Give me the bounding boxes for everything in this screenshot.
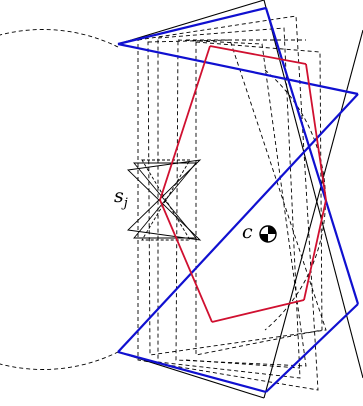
dashed-bowtie-2 [157,27,301,379]
dashed-bowtie-1 [137,15,319,391]
label-s-subscript: j [121,196,128,211]
center-of-mass-icon [259,225,277,243]
small-bowties [127,159,202,241]
dashed-circle [0,29,119,370]
dashed-bowtie-4 [147,39,327,356]
blue-bowtie [117,6,360,394]
dashed-bowtie-3 [175,39,307,367]
red-bowtie [159,45,327,323]
dashed-bowtie-5 [195,41,323,356]
blue-quad [118,8,358,392]
label-s-main: s [114,185,124,207]
small-bowtie-2 [141,159,191,241]
dashed-edge-b [185,359,301,369]
small-bowtie-3 [127,159,202,241]
label-s: sj [114,185,128,211]
label-c: c [242,221,253,243]
dashed-bowties [137,15,327,391]
